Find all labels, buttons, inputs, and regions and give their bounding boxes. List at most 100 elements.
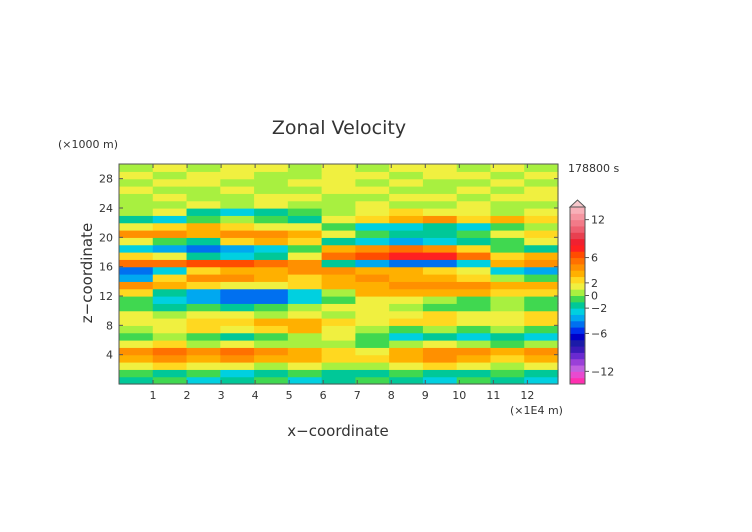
field-cell [389, 252, 424, 260]
field-cell [287, 208, 323, 216]
field-cell [119, 318, 154, 326]
field-cell [119, 296, 154, 304]
colorbar-swatch [570, 358, 585, 366]
field-cell [355, 340, 390, 348]
field-cell [490, 237, 525, 246]
field-cell [152, 325, 188, 334]
field-cell [490, 354, 525, 363]
colorbar-swatch [570, 371, 585, 379]
field-cell [152, 310, 188, 319]
colorbar-tick-label: −2 [591, 302, 607, 315]
field-cell [456, 281, 492, 290]
field-cell [119, 186, 154, 194]
field-cell [287, 266, 323, 275]
field-cell [119, 362, 154, 370]
field-cell [456, 266, 492, 275]
field-cell [119, 237, 154, 246]
field-cell [321, 332, 356, 341]
field-cell [186, 332, 221, 341]
field-cell [220, 376, 255, 385]
field-cell [321, 310, 356, 319]
field-cell [287, 376, 323, 385]
field-cell [152, 303, 188, 312]
colorbar-swatch [570, 282, 585, 290]
field-cell [152, 354, 188, 363]
field-cell [524, 215, 559, 224]
y-axis: 4 8 12 16 20 24 28 [99, 173, 558, 362]
field-cell [186, 369, 221, 378]
field-cell [490, 303, 525, 312]
field-cell [456, 222, 492, 231]
y-tick-label: 28 [99, 173, 113, 186]
y-tick-label: 20 [99, 231, 113, 244]
field-cell [152, 178, 188, 187]
field-cell [389, 178, 424, 187]
field-cell [119, 252, 154, 260]
colorbar-swatch [570, 225, 585, 233]
field-cell [490, 200, 525, 209]
field-cell [119, 376, 154, 385]
field-cell [355, 266, 390, 275]
field-cell [287, 252, 323, 260]
field-cell [287, 171, 323, 180]
field-cell [422, 252, 458, 260]
colorbar-swatch [570, 301, 585, 309]
colorbar-tick-label: 0 [591, 290, 598, 303]
colorbar-swatch [570, 295, 585, 303]
field-cell [524, 193, 559, 202]
x-axis-title: x−coordinate [287, 422, 388, 440]
field-cell [456, 259, 492, 268]
field-cell [321, 178, 356, 187]
field-cell [287, 325, 323, 334]
field-cell [220, 347, 255, 356]
field-cell [321, 340, 356, 348]
field-cell [524, 281, 559, 290]
field-cell [152, 244, 188, 253]
field-cell [220, 164, 255, 172]
field-cell [490, 171, 525, 180]
field-cell [287, 186, 323, 194]
field-cell [321, 369, 356, 378]
field-cell [119, 193, 154, 202]
field-cell [456, 347, 492, 356]
colorbar-swatch [570, 333, 585, 341]
field-cell [355, 325, 390, 334]
field-cell [254, 376, 289, 385]
field-cell [355, 252, 390, 260]
field-cell [287, 222, 323, 231]
field-cell [220, 252, 255, 260]
field-cell [422, 237, 458, 246]
field-cell [422, 230, 458, 238]
field-cell [389, 281, 424, 290]
field-cell [456, 274, 492, 282]
x-tick-label: 12 [520, 389, 534, 402]
field-cell [152, 259, 188, 268]
field-cell [287, 288, 323, 297]
field-cell [220, 244, 255, 253]
field-cell [186, 244, 221, 253]
field-cell [355, 222, 390, 231]
field-cell [389, 318, 424, 326]
field-cell [287, 310, 323, 319]
chart-title: Zonal Velocity [272, 117, 406, 139]
field-cell [389, 303, 424, 312]
field-cell [490, 296, 525, 304]
field-cell [490, 347, 525, 356]
field-cell [287, 318, 323, 326]
field-cell [389, 347, 424, 356]
field-cell [422, 200, 458, 209]
field-cell [321, 259, 356, 268]
field-cell [321, 215, 356, 224]
field-cell [119, 325, 154, 334]
colorbar-tick-label: −12 [591, 365, 614, 378]
field-cell [254, 354, 289, 363]
field-cell [186, 325, 221, 334]
field-cell [287, 332, 323, 341]
field-cell [119, 369, 154, 378]
field-cell [524, 186, 559, 194]
field-cell [152, 369, 188, 378]
field-cell [422, 244, 458, 253]
field-cell [389, 340, 424, 348]
field-cell [389, 215, 424, 224]
field-cell [355, 208, 390, 216]
